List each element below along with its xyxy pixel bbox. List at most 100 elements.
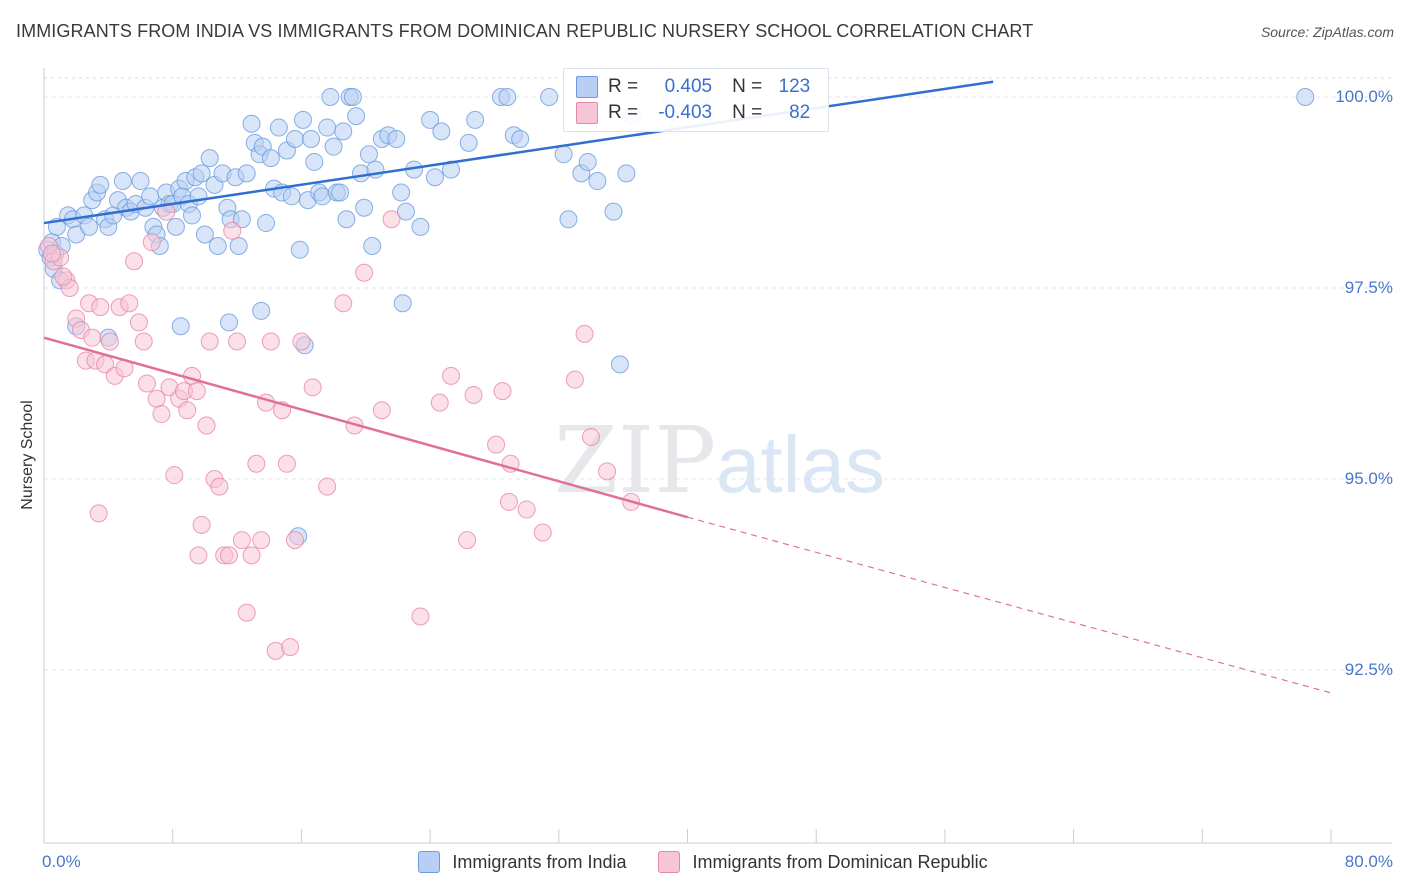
dominican-point (54, 267, 73, 286)
india-swatch (576, 76, 598, 98)
dominican-point (442, 366, 461, 385)
dominican-point (152, 405, 171, 424)
chart-title: IMMIGRANTS FROM INDIA VS IMMIGRANTS FROM… (16, 21, 1034, 41)
india-point (285, 130, 304, 149)
source-label: Source: ZipAtlas.com (1260, 24, 1394, 40)
dominican-point (142, 233, 161, 252)
india-point (269, 118, 288, 137)
dominican-point (372, 401, 391, 420)
dominican-point (83, 328, 102, 347)
chart-legend: Immigrants from India Immigrants from Do… (0, 851, 1406, 873)
dominican-trend-line (43, 336, 688, 519)
india-point (183, 206, 202, 225)
india-point (610, 355, 629, 374)
india-trend-line (43, 80, 994, 225)
dominican-point (464, 385, 483, 404)
stats-row-dominican: R = -0.403 N = 82 (576, 101, 810, 125)
india-point (1296, 88, 1315, 106)
india-point (80, 217, 99, 236)
legend-item-india[interactable]: Immigrants from India (418, 851, 626, 873)
india-point (442, 160, 461, 179)
india-point (347, 107, 366, 126)
dominican-point (334, 294, 353, 313)
r-value: 0.405 (664, 76, 713, 97)
dominican-point (228, 332, 247, 351)
india-point (559, 210, 578, 229)
india-point (421, 110, 440, 129)
india-point (459, 133, 478, 152)
dominican-point (189, 546, 208, 565)
dominican-point (303, 378, 322, 397)
india-point (617, 164, 636, 183)
dominican-point (197, 416, 216, 435)
india-point (540, 88, 559, 106)
dominican-point (517, 500, 536, 519)
india-point (91, 175, 110, 194)
dominican-point (281, 638, 300, 657)
dominican-point (89, 504, 108, 523)
dominican-point (187, 382, 206, 401)
dominican-point (411, 607, 430, 626)
dominican-point (285, 531, 304, 550)
legend-swatch-dominican (658, 851, 681, 873)
india-point (425, 168, 444, 187)
india-point (220, 313, 239, 332)
legend-item-dominican[interactable]: Immigrants from Dominican Republic (658, 851, 988, 873)
india-point (432, 122, 451, 141)
dominican-point (125, 252, 144, 271)
dominican-point (292, 332, 311, 351)
dominican-point (165, 466, 184, 485)
r-value: -0.403 (658, 102, 713, 123)
dominican-point (533, 523, 552, 542)
india-point (200, 149, 219, 168)
dominican-point (458, 531, 477, 550)
india-point (393, 294, 412, 313)
n-label: N = (732, 102, 763, 123)
dominican-point (242, 546, 261, 565)
dominican-point (318, 477, 337, 496)
india-point (282, 187, 301, 206)
india-point (588, 172, 607, 191)
india-point (604, 202, 623, 221)
india-point (392, 183, 411, 202)
legend-label-dominican: Immigrants from Dominican Republic (692, 851, 988, 872)
india-point (466, 110, 485, 129)
dominican-point (223, 221, 242, 240)
dominican-point (192, 515, 211, 534)
dominican-point (129, 313, 148, 332)
india-point (189, 187, 208, 206)
india-point (113, 172, 132, 191)
india-point (290, 240, 309, 259)
y-tick-label: 92.5% (1344, 660, 1393, 679)
dominican-point (493, 382, 512, 401)
dominican-point (355, 263, 374, 282)
dominican-point (487, 435, 506, 454)
india-point (257, 214, 276, 233)
dominican-point (247, 454, 266, 473)
india-point (237, 164, 256, 183)
india-point (252, 301, 271, 320)
india-point (232, 210, 251, 229)
dominican-point (598, 462, 617, 481)
stats-legend: R = 0.405 N = 123 R = -0.403 N = 82 (563, 68, 829, 132)
dominican-point (157, 202, 176, 221)
india-point (261, 149, 280, 168)
dominican-point (210, 477, 229, 496)
india-point (229, 236, 248, 255)
india-point (321, 88, 340, 106)
india-point (192, 164, 211, 183)
y-tick-label: 97.5% (1344, 278, 1393, 297)
india-point (498, 88, 517, 106)
dominican-trend-extension (687, 516, 1332, 694)
r-label: R = (608, 76, 639, 97)
india-point (166, 217, 185, 236)
dominican-point (91, 298, 110, 317)
india-point (359, 145, 378, 164)
dominican-point (137, 374, 156, 393)
india-point (305, 152, 324, 171)
dominican-point (178, 401, 197, 420)
india-point (578, 152, 597, 171)
india-point (337, 210, 356, 229)
dominican-point (237, 603, 256, 622)
dominican-point (430, 393, 449, 412)
